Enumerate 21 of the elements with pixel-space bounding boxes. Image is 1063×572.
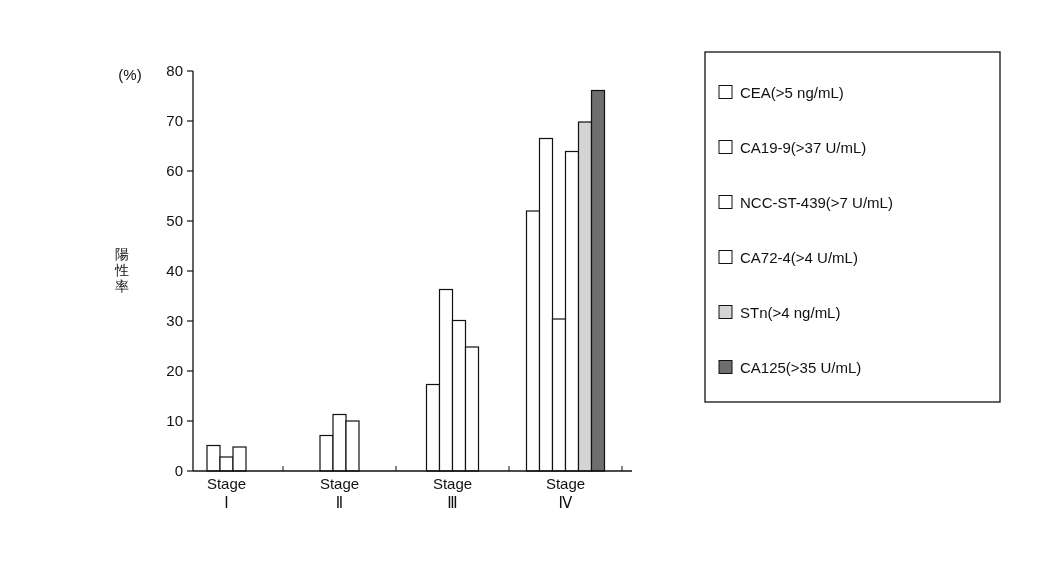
y-tick-label: 50 — [166, 212, 183, 229]
legend-label: CA19-9(>37 U/mL) — [740, 138, 867, 156]
x-tick-label: Stage Ⅲ — [432, 475, 473, 511]
text: (%) — [118, 66, 142, 83]
x-tick-label: Stage Ⅳ — [545, 475, 586, 511]
y-tick-label: 0 — [174, 462, 183, 479]
y-axis-title: 陽性率 — [114, 246, 129, 294]
y-tick-label: 20 — [166, 362, 183, 379]
legend-label: CA72-4(>4 U/mL) — [740, 248, 858, 266]
y-tick-label: 30 — [166, 312, 183, 329]
y-tick-label: 80 — [166, 62, 183, 79]
legend-label: CA125(>35 U/mL) — [740, 358, 862, 376]
x-tick-label: Stage Ⅱ — [319, 475, 360, 511]
x-tick-label: Stage Ⅰ — [206, 475, 247, 511]
y-tick-label: 60 — [166, 162, 183, 179]
y-tick-label: 70 — [166, 112, 183, 129]
y-tick-label: 10 — [166, 412, 183, 429]
legend-label: NCC-ST-439(>7 U/mL) — [740, 193, 893, 211]
y-tick-label: 40 — [166, 262, 183, 279]
legend-label: CEA(>5 ng/mL) — [740, 83, 844, 101]
legend-label: STn(>4 ng/mL) — [740, 303, 841, 321]
